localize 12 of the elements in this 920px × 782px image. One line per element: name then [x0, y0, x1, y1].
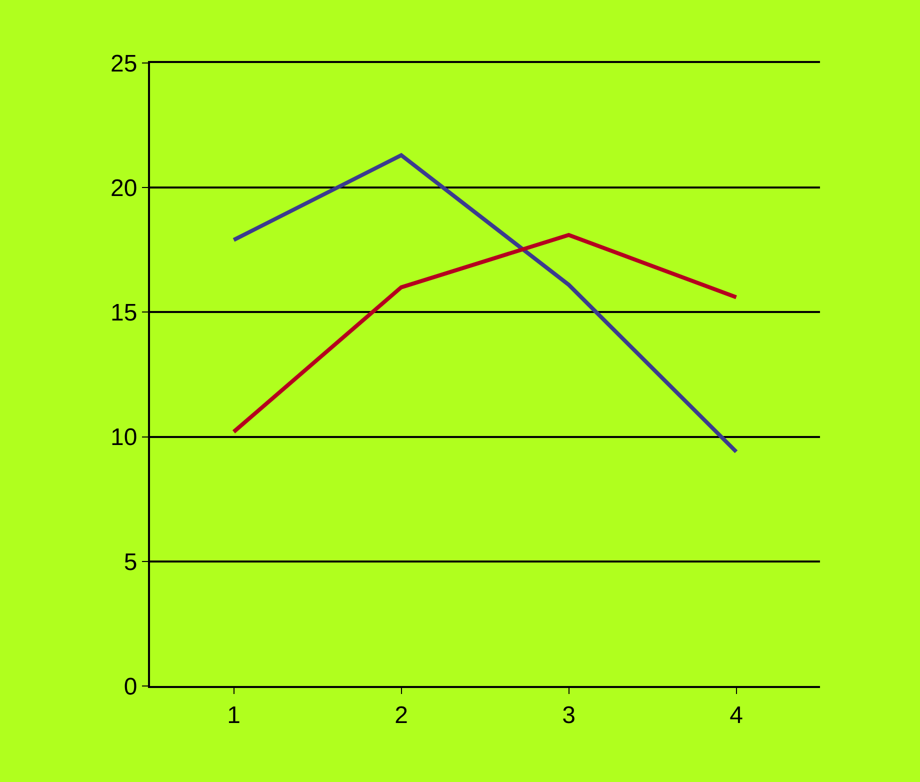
y-tick-label: 25: [110, 50, 138, 78]
y-tick-label: 20: [110, 175, 138, 202]
x-tick-label: 4: [730, 702, 743, 729]
y-tick-label: 15: [110, 300, 138, 327]
line-series: [232, 153, 738, 454]
y-tick-label: 5: [124, 548, 138, 576]
x-tick-label: 1: [227, 702, 240, 729]
x-tick-label: 2: [394, 702, 408, 729]
x-tick-label: 3: [562, 702, 576, 729]
line-series: [232, 232, 738, 434]
y-tick-label: 0: [124, 673, 138, 700]
y-tick-label: 10: [110, 424, 138, 452]
